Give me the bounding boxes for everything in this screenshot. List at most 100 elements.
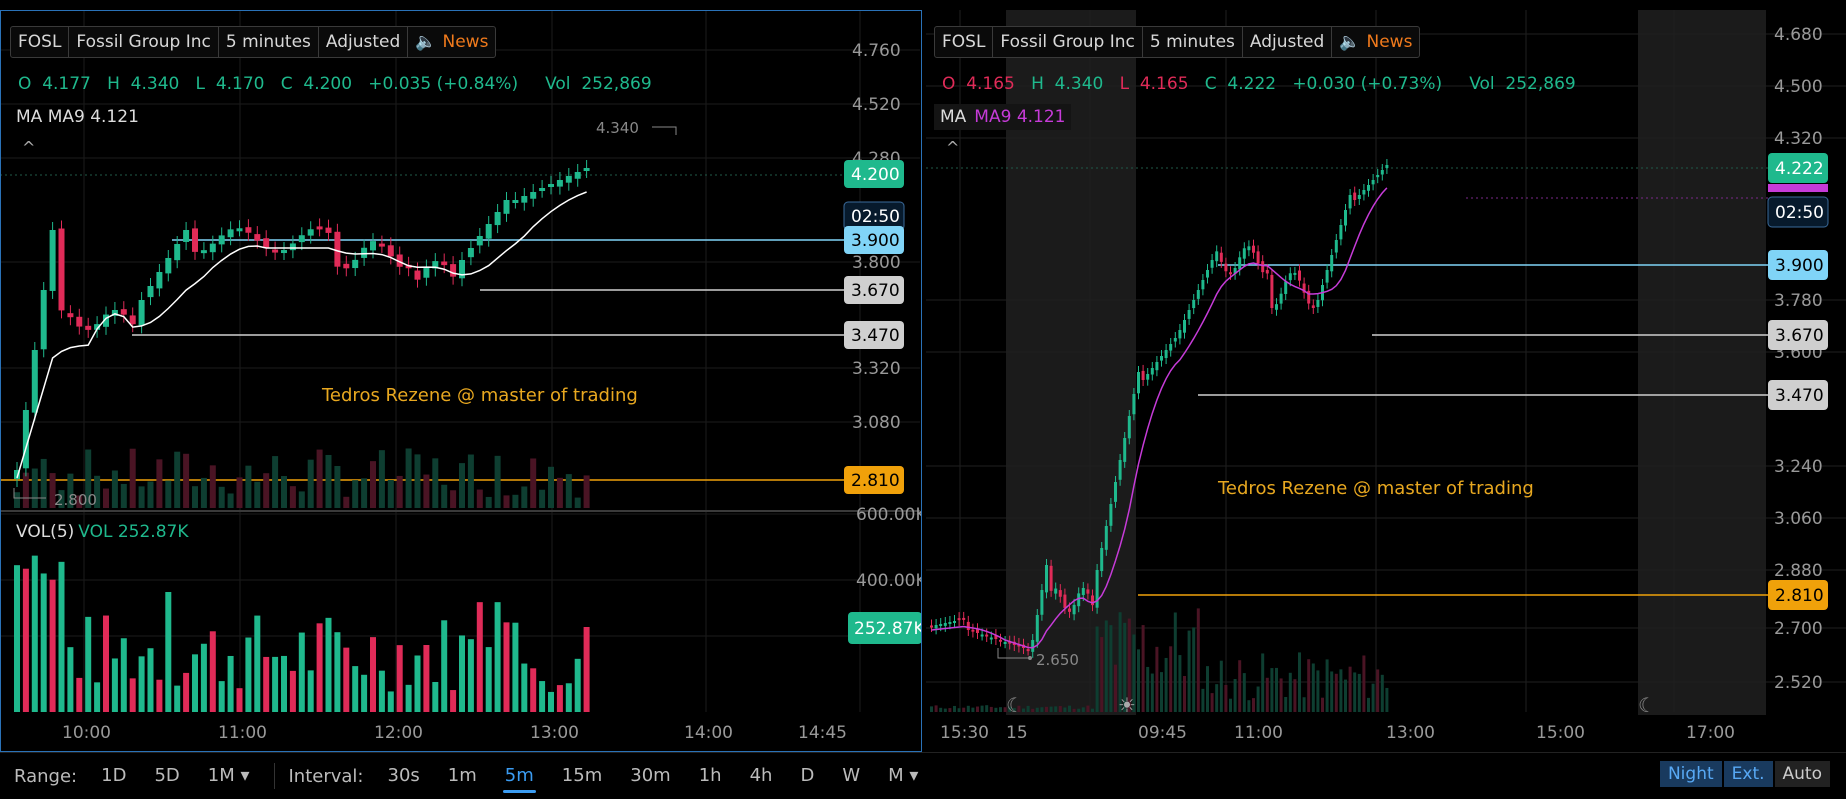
candle-body bbox=[1206, 270, 1209, 278]
ma-value: MA9 4.121 bbox=[974, 107, 1066, 127]
range-1m-dropdown[interactable]: 1M ▾ bbox=[207, 765, 250, 786]
candle-body bbox=[298, 235, 305, 243]
adjusted-label[interactable]: Adjusted bbox=[319, 27, 409, 57]
volume-overlay-bar bbox=[200, 477, 207, 508]
volume-overlay-bar bbox=[76, 495, 83, 508]
range-5d[interactable]: 5D bbox=[154, 765, 180, 786]
candle-body bbox=[1045, 565, 1048, 593]
volume-overlay-bar bbox=[539, 489, 546, 508]
volume-axis-label: 400.00K bbox=[856, 571, 922, 591]
volume-indicator-label[interactable]: VOL(5) VOL 252.87K bbox=[16, 522, 188, 542]
candle-body bbox=[1353, 192, 1357, 200]
candle-body bbox=[1307, 290, 1311, 304]
right-symbol-header[interactable]: FOSL Fossil Group Inc 5 minutes Adjusted… bbox=[934, 26, 1421, 58]
volume-bar bbox=[934, 705, 938, 712]
volume-bar bbox=[1224, 684, 1228, 712]
ma-price-tag bbox=[1768, 184, 1828, 192]
auto-scale-toggle[interactable]: Auto bbox=[1774, 761, 1830, 787]
volume-bar bbox=[263, 656, 270, 712]
volume-overlay-bar bbox=[378, 450, 385, 508]
volume-bar bbox=[165, 592, 172, 712]
candle-body bbox=[1003, 642, 1007, 644]
volume-bar bbox=[1206, 666, 1209, 712]
price-tag-box bbox=[844, 160, 904, 188]
volume-bar bbox=[1252, 698, 1255, 712]
volume-bar bbox=[1068, 705, 1071, 712]
ma-indicator-label[interactable]: MA MA9 4.121 bbox=[934, 104, 1072, 130]
interval-1m[interactable]: 1m bbox=[447, 765, 477, 786]
adjusted-label[interactable]: Adjusted bbox=[1243, 27, 1333, 57]
volume-bar bbox=[548, 691, 554, 712]
candle-body bbox=[512, 200, 519, 203]
candle-body bbox=[441, 261, 448, 266]
interval-label[interactable]: 5 minutes bbox=[1143, 27, 1243, 57]
ma-indicator-label[interactable]: MA MA9 4.121 bbox=[16, 107, 139, 127]
candle-body bbox=[1339, 225, 1343, 240]
volume-overlay-bar bbox=[467, 454, 474, 508]
symbol-ticker[interactable]: FOSL bbox=[11, 27, 70, 57]
volume-bar bbox=[1164, 657, 1168, 712]
left-chart-panel[interactable]: 4.760 4.520 4.280 3.800 3.320 3.080 600.00K 400… bbox=[0, 0, 922, 752]
volume-overlay-bar bbox=[459, 463, 465, 508]
symbol-ticker[interactable]: FOSL bbox=[935, 27, 994, 57]
candle-body bbox=[476, 236, 483, 246]
interval-d[interactable]: D bbox=[800, 765, 815, 786]
toolbar-divider bbox=[273, 763, 275, 789]
volume-bar bbox=[565, 683, 572, 712]
left-symbol-header[interactable]: FOSL Fossil Group Inc 5 minutes Adjusted… bbox=[10, 26, 497, 58]
volume-overlay-bar bbox=[192, 486, 198, 508]
volume-bar bbox=[512, 622, 519, 712]
price-tag-box bbox=[844, 321, 904, 349]
volume-bar bbox=[200, 643, 207, 712]
volume-bar bbox=[1035, 707, 1039, 712]
volume-bar bbox=[530, 668, 537, 712]
candle-body bbox=[1035, 615, 1039, 642]
candle-body bbox=[352, 259, 359, 269]
candle-body bbox=[1178, 330, 1182, 339]
right-chart-panel[interactable]: 4.680 4.500 4.320 3.780 3.600 3.240 3.060 2.880… bbox=[926, 0, 1846, 752]
low-marker-dot bbox=[1028, 656, 1032, 660]
candle-body bbox=[1233, 267, 1237, 274]
volume-bar bbox=[1380, 674, 1384, 712]
volume-bar bbox=[236, 688, 243, 712]
interval-w[interactable]: W bbox=[842, 765, 861, 786]
volume-bar bbox=[994, 707, 998, 712]
volume-bar bbox=[1123, 622, 1127, 712]
left-chart-canvas[interactable]: 4.7604.5204.2803.8003.3203.080600.00K400… bbox=[0, 0, 922, 752]
volume-overlay-bar bbox=[31, 468, 38, 508]
candle-body bbox=[1072, 604, 1076, 615]
volume-bar bbox=[1325, 659, 1329, 712]
interval-label[interactable]: 5 minutes bbox=[219, 27, 319, 57]
speaker-icon: 🔈 bbox=[415, 32, 437, 52]
collapse-caret-icon[interactable]: ^ bbox=[946, 138, 960, 157]
interval-15m[interactable]: 15m bbox=[561, 765, 603, 786]
volume-overlay-bar bbox=[334, 465, 341, 508]
volume-bar bbox=[556, 685, 563, 712]
night-toggle[interactable]: Night bbox=[1659, 761, 1722, 787]
interval-4h[interactable]: 4h bbox=[749, 765, 773, 786]
volume-bar bbox=[989, 706, 993, 712]
time-axis-label: 15:30 bbox=[940, 723, 989, 743]
volume-overlay-bar bbox=[263, 473, 270, 508]
candle-body bbox=[94, 324, 101, 330]
volume-overlay-bar bbox=[405, 448, 412, 508]
collapse-caret-icon[interactable]: ^ bbox=[22, 138, 36, 157]
interval-30s[interactable]: 30s bbox=[387, 765, 420, 786]
news-button[interactable]: 🔈 News bbox=[1332, 27, 1419, 57]
interval-m-dropdown[interactable]: M ▾ bbox=[888, 765, 919, 786]
candle-body bbox=[1086, 589, 1090, 594]
candle-body bbox=[432, 261, 439, 269]
volume-bar bbox=[980, 705, 984, 712]
volume-bar bbox=[1242, 673, 1246, 712]
time-axis-label: 10:00 bbox=[62, 723, 111, 743]
interval-1h[interactable]: 1h bbox=[698, 765, 722, 786]
volume-bar bbox=[494, 602, 501, 712]
news-button[interactable]: 🔈 News bbox=[408, 27, 495, 57]
range-1d[interactable]: 1D bbox=[101, 765, 127, 786]
interval-30m[interactable]: 30m bbox=[630, 765, 671, 786]
extended-hours-toggle[interactable]: Ext. bbox=[1723, 761, 1773, 787]
interval-5m[interactable]: 5m bbox=[491, 753, 548, 799]
volume-overlay-bar bbox=[343, 496, 350, 508]
candle-body bbox=[530, 192, 537, 199]
volume-overlay-bar bbox=[111, 470, 118, 508]
